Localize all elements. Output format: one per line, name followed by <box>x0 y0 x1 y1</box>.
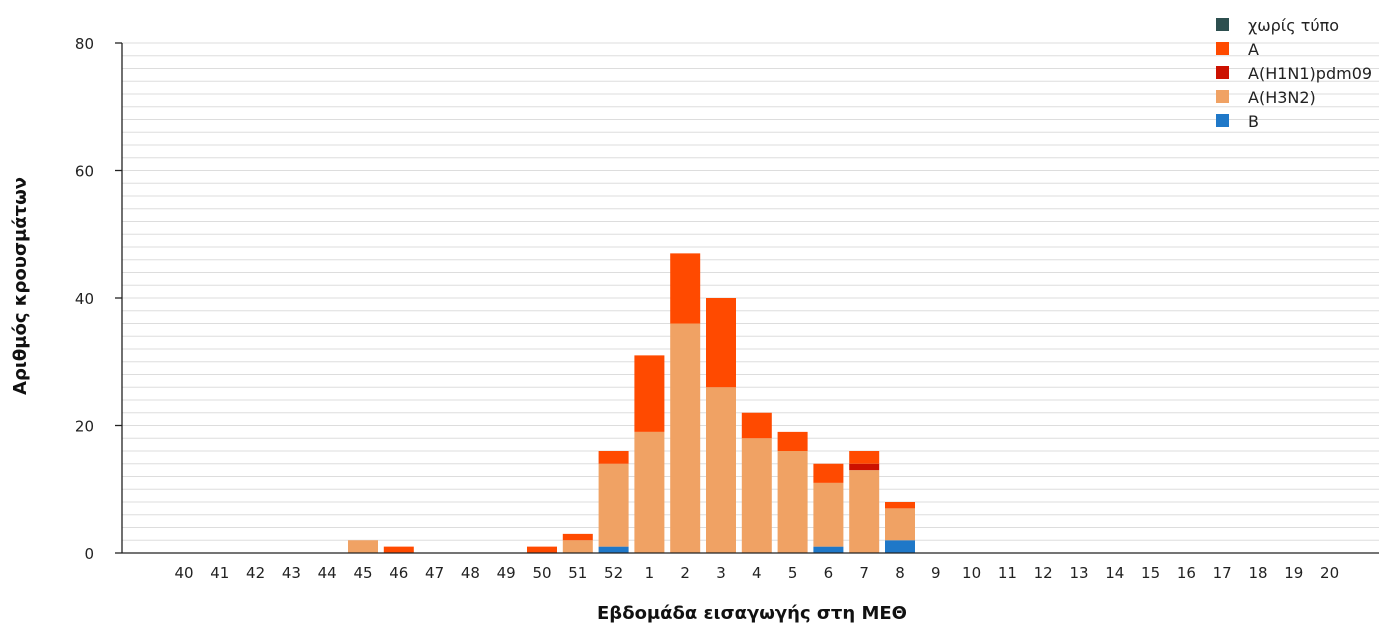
bar-segment <box>670 253 701 324</box>
legend-swatch <box>1216 18 1229 31</box>
x-tick-label: 18 <box>1248 564 1267 582</box>
legend-swatch <box>1216 114 1229 127</box>
bar-segment <box>383 546 414 553</box>
x-tick-label: 6 <box>824 564 834 582</box>
x-tick-label: 42 <box>246 564 265 582</box>
bar-segment <box>885 508 915 541</box>
grid <box>122 42 1379 541</box>
legend-label: A <box>1248 40 1259 59</box>
x-tick-label: 2 <box>680 564 690 582</box>
legend-swatch <box>1216 42 1229 55</box>
bar-segment <box>885 540 915 553</box>
x-tick-label: 46 <box>389 564 408 582</box>
x-tick-label: 9 <box>931 564 941 582</box>
bar-segment <box>813 482 844 547</box>
y-tick-label: 80 <box>75 35 94 53</box>
bar-segment <box>527 546 557 553</box>
bar-segment <box>598 546 629 553</box>
bar-segment <box>634 355 665 432</box>
bar-segment <box>777 451 808 553</box>
bar-segment <box>598 451 629 464</box>
x-ticks: 40 41 42 43 44 45 46 47 48 49 50 51 52 1 2 3 4 5 6 7 8 9 10 11 1… <box>174 564 1339 582</box>
x-tick-label: 51 <box>568 564 587 582</box>
bar-segment <box>562 533 593 541</box>
legend-swatch <box>1216 90 1229 103</box>
legend-swatch <box>1216 66 1229 79</box>
x-tick-label: 50 <box>532 564 551 582</box>
bar-segment <box>706 298 736 388</box>
bar-segment <box>885 502 915 509</box>
bar-segment <box>849 463 880 471</box>
bar-segment <box>634 431 665 553</box>
bar-segment <box>562 540 593 553</box>
x-tick-label: 5 <box>788 564 798 582</box>
legend-label: A(H1N1)pdm09 <box>1248 64 1372 83</box>
bars <box>348 253 915 553</box>
x-tick-label: 7 <box>859 564 869 582</box>
x-tick-label: 45 <box>353 564 372 582</box>
legend: χωρίς τύπο A A(H1N1)pdm09 A(H3N2) B <box>1216 16 1372 131</box>
x-tick-label: 14 <box>1105 564 1124 582</box>
y-tick-label: 40 <box>75 290 94 308</box>
x-tick-label: 20 <box>1320 564 1339 582</box>
y-tick-label: 0 <box>84 545 94 563</box>
bar-segment <box>849 451 880 464</box>
x-tick-label: 49 <box>497 564 516 582</box>
x-tick-label: 52 <box>604 564 623 582</box>
x-tick-label: 44 <box>318 564 337 582</box>
x-tick-label: 11 <box>998 564 1017 582</box>
x-tick-label: 48 <box>461 564 480 582</box>
y-axis-title: Αριθμός κρουσμάτων <box>10 177 31 395</box>
x-tick-label: 41 <box>210 564 229 582</box>
bar-segment <box>348 540 378 553</box>
y-ticks: 0 20 40 60 80 <box>75 35 122 563</box>
bar-segment <box>813 463 844 483</box>
x-tick-label: 19 <box>1284 564 1303 582</box>
x-tick-label: 10 <box>962 564 981 582</box>
x-tick-label: 40 <box>174 564 193 582</box>
bar-segment <box>706 387 736 553</box>
x-tick-label: 47 <box>425 564 444 582</box>
x-tick-label: 1 <box>645 564 655 582</box>
x-tick-label: 43 <box>282 564 301 582</box>
bar-segment <box>670 323 701 553</box>
y-tick-label: 20 <box>75 418 94 436</box>
bar-segment <box>849 470 880 553</box>
x-tick-label: 3 <box>716 564 726 582</box>
legend-label: A(H3N2) <box>1248 88 1316 107</box>
x-tick-label: 4 <box>752 564 762 582</box>
x-tick-label: 15 <box>1141 564 1160 582</box>
legend-label: χωρίς τύπο <box>1248 16 1339 35</box>
bar-segment <box>598 463 629 547</box>
x-tick-label: 16 <box>1177 564 1196 582</box>
x-tick-label: 17 <box>1213 564 1232 582</box>
bar-segment <box>741 438 772 553</box>
x-tick-label: 12 <box>1034 564 1053 582</box>
bar-segment <box>777 431 808 451</box>
x-tick-label: 13 <box>1069 564 1088 582</box>
x-tick-label: 8 <box>895 564 905 582</box>
legend-label: B <box>1248 112 1259 131</box>
bar-segment <box>741 412 772 439</box>
bar-segment <box>813 546 844 553</box>
x-axis-title: Εβδομάδα εισαγωγής στη ΜΕΘ <box>597 603 907 624</box>
y-tick-label: 60 <box>75 163 94 181</box>
